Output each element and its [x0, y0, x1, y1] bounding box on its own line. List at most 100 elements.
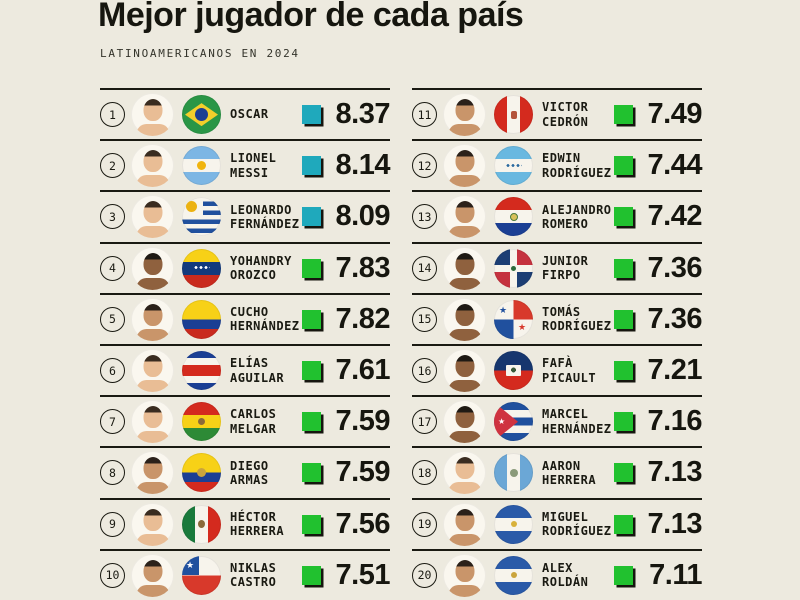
rank-badge: 16: [412, 358, 437, 384]
player-name-line: AARON: [542, 458, 581, 473]
rank-badge: 7: [100, 409, 125, 435]
player-row: 3 LEONARDO FERNÁNDEZ 8.09: [100, 190, 391, 241]
rating-value: 7.36: [647, 251, 703, 284]
player-name-line: HERRERA: [542, 472, 597, 487]
player-row: 1 OSCAR 8.37: [100, 88, 391, 139]
rank-badge: 15: [412, 306, 437, 332]
page-subtitle: LATINOAMERICANOS EN 2024: [100, 47, 300, 60]
rating-badge: [302, 105, 321, 125]
player-photo: [131, 144, 174, 188]
rank-badge: 13: [412, 204, 437, 230]
rating-value: 7.21: [647, 354, 703, 387]
player-photo: [131, 195, 174, 239]
player-row: 8 DIEGO ARMAS 7.59: [100, 446, 391, 497]
rating-value: 7.16: [647, 405, 703, 438]
player-row: 9 HÉCTOR HERRERA 7.56: [100, 497, 391, 549]
flag-peru-icon: [494, 95, 533, 135]
player-name-line: ELÍAS: [230, 356, 269, 371]
player-name-line: EDWIN: [542, 151, 581, 166]
rank-badge: 14: [412, 255, 437, 281]
player-photo: [443, 93, 486, 137]
flag-bolivia-icon: [182, 402, 221, 442]
player-name-line: RODRÍGUEZ: [542, 524, 612, 539]
player-name-line: JUNIOR: [542, 253, 589, 268]
player-name: EDWIN RODRÍGUEZ: [542, 151, 612, 180]
rating-value: 7.11: [649, 558, 702, 591]
player-name-line: CASTRO: [230, 575, 277, 590]
player-name-line: CEDRÓN: [542, 114, 589, 129]
rank-badge: 6: [100, 358, 125, 384]
player-name: JUNIOR FIRPO: [542, 254, 588, 283]
rating-badge: [302, 309, 321, 329]
rating-value: 7.49: [647, 98, 703, 131]
player-name-line: CUCHO: [230, 304, 269, 319]
page-title: Mejor jugador de cada país: [98, 0, 524, 34]
flag-costa-rica-icon: [182, 351, 221, 391]
player-name-line: OROZCO: [230, 268, 277, 283]
player-photo: [131, 349, 174, 393]
rating-badge: [614, 105, 633, 125]
player-photo: [131, 502, 174, 546]
rating-value: 8.14: [335, 149, 391, 182]
rating-badge: [614, 514, 633, 534]
rating-value: 7.51: [335, 558, 391, 591]
rating-badge: [614, 463, 633, 483]
player-name-line: HERNÁNDEZ: [230, 319, 300, 334]
rating-badge: [614, 156, 633, 176]
player-name-line: ALEJANDRO: [542, 202, 612, 217]
player-row: 11 VICTOR CEDRÓN 7.49: [412, 88, 703, 139]
flag-paraguay-icon: [494, 197, 533, 237]
flag-guatemala-icon: [494, 453, 533, 493]
rank-badge: 9: [100, 511, 125, 537]
rating-value: 7.13: [647, 507, 703, 540]
player-name: TOMÁS RODRÍGUEZ: [542, 305, 612, 334]
player-name: MIGUEL RODRÍGUEZ: [542, 510, 612, 539]
player-row: 20 ALEX ROLDÁN 7.11: [412, 548, 703, 600]
rank-badge: 11: [412, 102, 437, 128]
player-name: ELÍAS AGUILAR: [230, 356, 284, 385]
rating-value: 7.36: [647, 302, 703, 335]
player-photo: [131, 246, 174, 290]
rank-badge: 4: [100, 255, 125, 281]
player-name-line: ROMERO: [542, 216, 589, 231]
rank-badge: 3: [100, 204, 125, 230]
flag-brazil-icon: [182, 95, 221, 135]
rating-value: 7.42: [647, 200, 703, 233]
rank-badge: 2: [100, 153, 125, 179]
player-row: 19 MIGUEL RODRÍGUEZ 7.13: [412, 497, 703, 549]
rank-badge: 1: [100, 102, 125, 128]
player-name-line: AGUILAR: [230, 370, 285, 385]
player-name-line: LIONEL: [230, 151, 277, 166]
player-name-line: HERRERA: [230, 524, 285, 539]
rating-value: 7.82: [335, 302, 391, 335]
player-name-line: HÉCTOR: [230, 509, 277, 524]
rating-badge: [302, 258, 321, 278]
rank-badge: 17: [412, 409, 437, 435]
rating-badge: [302, 207, 321, 227]
player-row: 7 CARLOS MELGAR 7.59: [100, 395, 391, 446]
ranking-column-right: 11 VICTOR CEDRÓN 7.49 12 EDWIN RODRÍGUEZ 7…: [412, 88, 703, 600]
rating-badge: [302, 463, 321, 483]
player-name-line: MELGAR: [230, 421, 277, 436]
rank-badge: 20: [412, 562, 437, 588]
player-name-line: DIEGO: [230, 458, 269, 473]
player-name: FAFÀ PICAULT: [542, 356, 596, 385]
player-name-line: PICAULT: [542, 370, 597, 385]
player-name: DIEGO ARMAS: [230, 459, 269, 488]
rating-badge: [302, 412, 321, 432]
rating-badge: [614, 207, 633, 227]
player-name: AARON HERRERA: [542, 459, 596, 488]
rank-badge: 5: [100, 306, 125, 332]
player-name: OSCAR: [230, 107, 269, 121]
rating-badge: [302, 156, 321, 176]
player-row: 18 AARON HERRERA 7.13: [412, 446, 703, 497]
player-name: HÉCTOR HERRERA: [230, 510, 284, 539]
player-name: CARLOS MELGAR: [230, 407, 276, 436]
rank-badge: 12: [412, 153, 437, 179]
player-name-line: CARLOS: [230, 407, 277, 422]
player-name-line: MIGUEL: [542, 509, 589, 524]
player-photo: [443, 400, 486, 444]
